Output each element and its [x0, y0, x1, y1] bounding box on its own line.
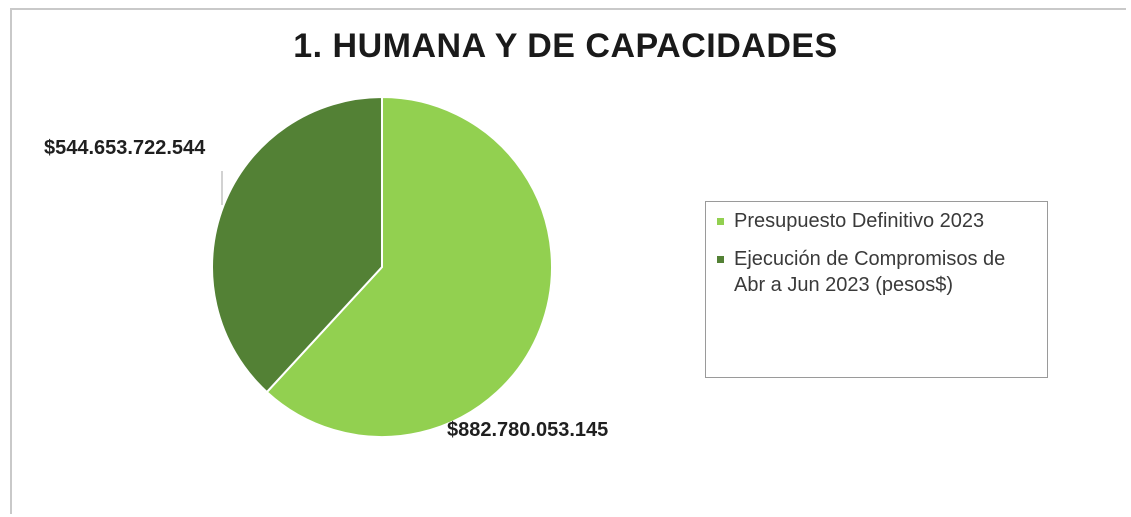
data-label-budget: $882.780.053.145	[447, 419, 609, 441]
chart-frame	[10, 8, 1126, 514]
legend-swatch-budget	[717, 218, 724, 225]
pie-slice-budget	[265, 95, 553, 438]
data-label-execution: $544.653.722.544	[44, 137, 206, 159]
legend: Presupuesto Definitivo 2023 Ejecución de…	[705, 201, 1048, 378]
legend-label-execution: Ejecución de Compromisos de Abr a Jun 20…	[734, 248, 1006, 296]
legend-label-budget: Presupuesto Definitivo 2023	[734, 210, 985, 232]
legend-swatch-execution	[717, 256, 724, 263]
pie-slice-execution	[211, 95, 383, 394]
chart-title: 1. HUMANA Y DE CAPACIDADES	[293, 27, 838, 65]
legend-item-budget: Presupuesto Definitivo 2023	[717, 208, 1037, 234]
legend-item-execution: Ejecución de Compromisos de Abr a Jun 20…	[717, 246, 1037, 298]
